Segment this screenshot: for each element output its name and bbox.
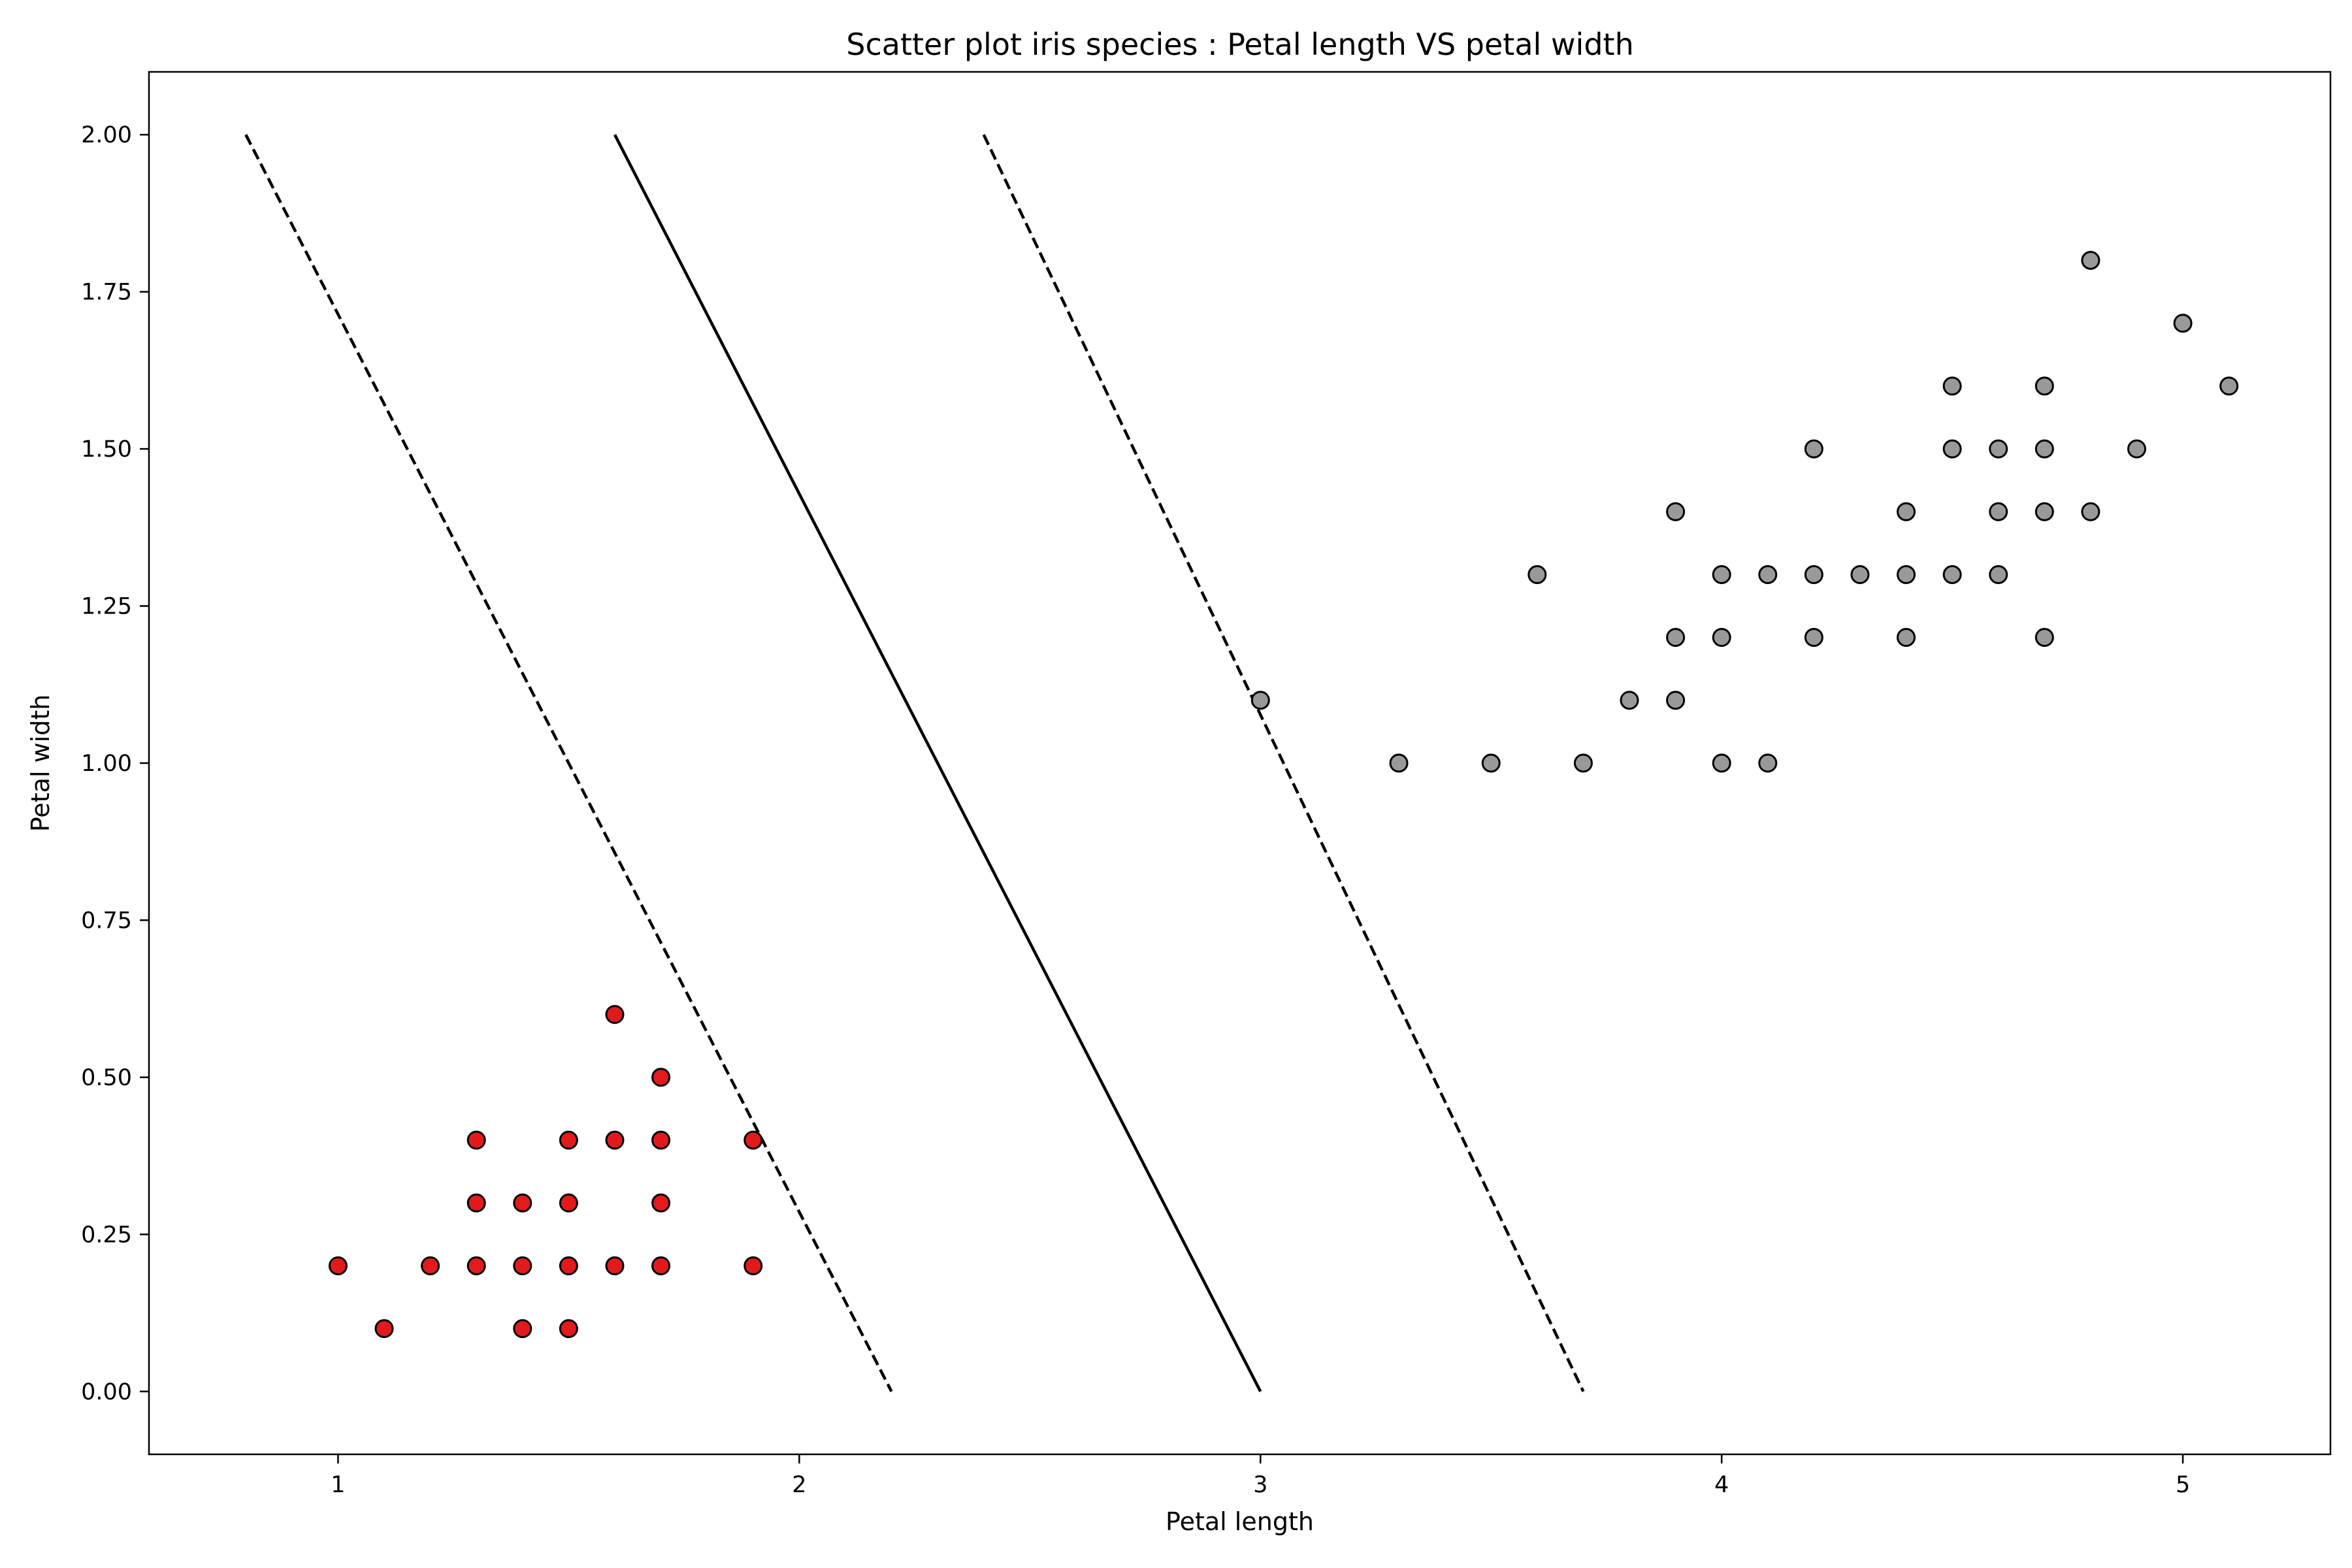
plot-area	[244, 134, 2239, 1392]
scatter-point	[466, 1256, 486, 1275]
scatter-point	[2127, 439, 2147, 459]
scatter-point	[605, 1005, 625, 1024]
scatter-point	[651, 1130, 671, 1150]
scatter-point	[1897, 564, 1916, 584]
scatter-point	[1989, 564, 2008, 584]
scatter-point	[651, 1256, 671, 1275]
scatter-point	[513, 1256, 532, 1275]
scatter-point	[1897, 502, 1916, 521]
scatter-point	[2173, 314, 2193, 333]
scatter-point	[1989, 502, 2008, 521]
y-tick-label: 0.50	[81, 1065, 132, 1091]
scatter-point	[559, 1130, 578, 1150]
x-tick-label: 5	[2176, 1472, 2190, 1498]
scatter-point	[1942, 376, 1962, 396]
scatter-point	[1942, 439, 1962, 459]
scatter-point	[1712, 628, 1731, 647]
x-tick-label: 2	[792, 1472, 806, 1498]
scatter-point	[743, 1256, 763, 1275]
scatter-point	[651, 1068, 671, 1087]
scatter-point	[559, 1256, 578, 1275]
scatter-point	[328, 1256, 348, 1275]
scatter-point	[2034, 502, 2054, 521]
scatter-point	[1804, 564, 1823, 584]
scatter-point	[1942, 564, 1962, 584]
scatter-point	[466, 1130, 486, 1150]
scatter-point	[1620, 691, 1639, 710]
y-tick-label: 0.25	[81, 1222, 132, 1248]
margin-line	[244, 134, 893, 1392]
scatter-point	[1250, 691, 1270, 710]
y-tick-label: 1.75	[81, 280, 132, 306]
scatter-point	[1804, 439, 1823, 459]
scatter-point	[743, 1130, 763, 1150]
scatter-point	[513, 1319, 532, 1339]
scatter-point	[2034, 376, 2054, 396]
margin-line	[982, 134, 1585, 1392]
scatter-point	[559, 1319, 578, 1339]
scatter-point	[559, 1193, 578, 1213]
scatter-point	[1666, 628, 1686, 647]
scatter-point	[1758, 753, 1778, 773]
y-tick-label: 1.00	[81, 751, 132, 777]
scatter-point	[1573, 753, 1593, 773]
y-axis-label: Petal width	[26, 694, 55, 832]
scatter-point	[421, 1256, 440, 1275]
scatter-point	[1989, 439, 2008, 459]
scatter-point	[2034, 439, 2054, 459]
decision-boundary-line	[613, 134, 1262, 1392]
scatter-point	[1389, 753, 1409, 773]
chart-title: Scatter plot iris species : Petal length…	[846, 27, 1633, 62]
scatter-point	[1666, 691, 1686, 710]
y-tick-label: 2.00	[81, 122, 132, 148]
scatter-point	[2219, 376, 2239, 396]
scatter-point	[605, 1256, 625, 1275]
y-tick-label: 0.75	[81, 907, 132, 934]
scatter-point	[466, 1193, 486, 1213]
scatter-point	[513, 1193, 532, 1213]
scatter-point	[1527, 564, 1547, 584]
scatter-point	[651, 1193, 671, 1213]
x-tick-label: 4	[1714, 1472, 1729, 1498]
scatter-point	[1712, 564, 1731, 584]
y-tick-label: 0.00	[81, 1379, 132, 1405]
x-tick-label: 1	[331, 1472, 345, 1498]
scatter-point	[1712, 753, 1731, 773]
scatter-point	[605, 1130, 625, 1150]
scatter-point	[2081, 502, 2100, 521]
scatter-point	[374, 1319, 394, 1339]
y-tick-label: 1.25	[81, 594, 132, 620]
scatter-point	[1758, 564, 1778, 584]
scatter-point	[2081, 251, 2100, 270]
scatter-point	[1666, 502, 1686, 521]
y-tick-label: 1.50	[81, 436, 132, 463]
scatter-point	[1850, 564, 1870, 584]
x-tick-label: 3	[1253, 1472, 1267, 1498]
scatter-point	[1804, 628, 1823, 647]
x-axis-label: Petal length	[1166, 1507, 1314, 1536]
scatter-point	[1897, 628, 1916, 647]
scatter-point	[2034, 628, 2054, 647]
scatter-point	[1481, 753, 1501, 773]
